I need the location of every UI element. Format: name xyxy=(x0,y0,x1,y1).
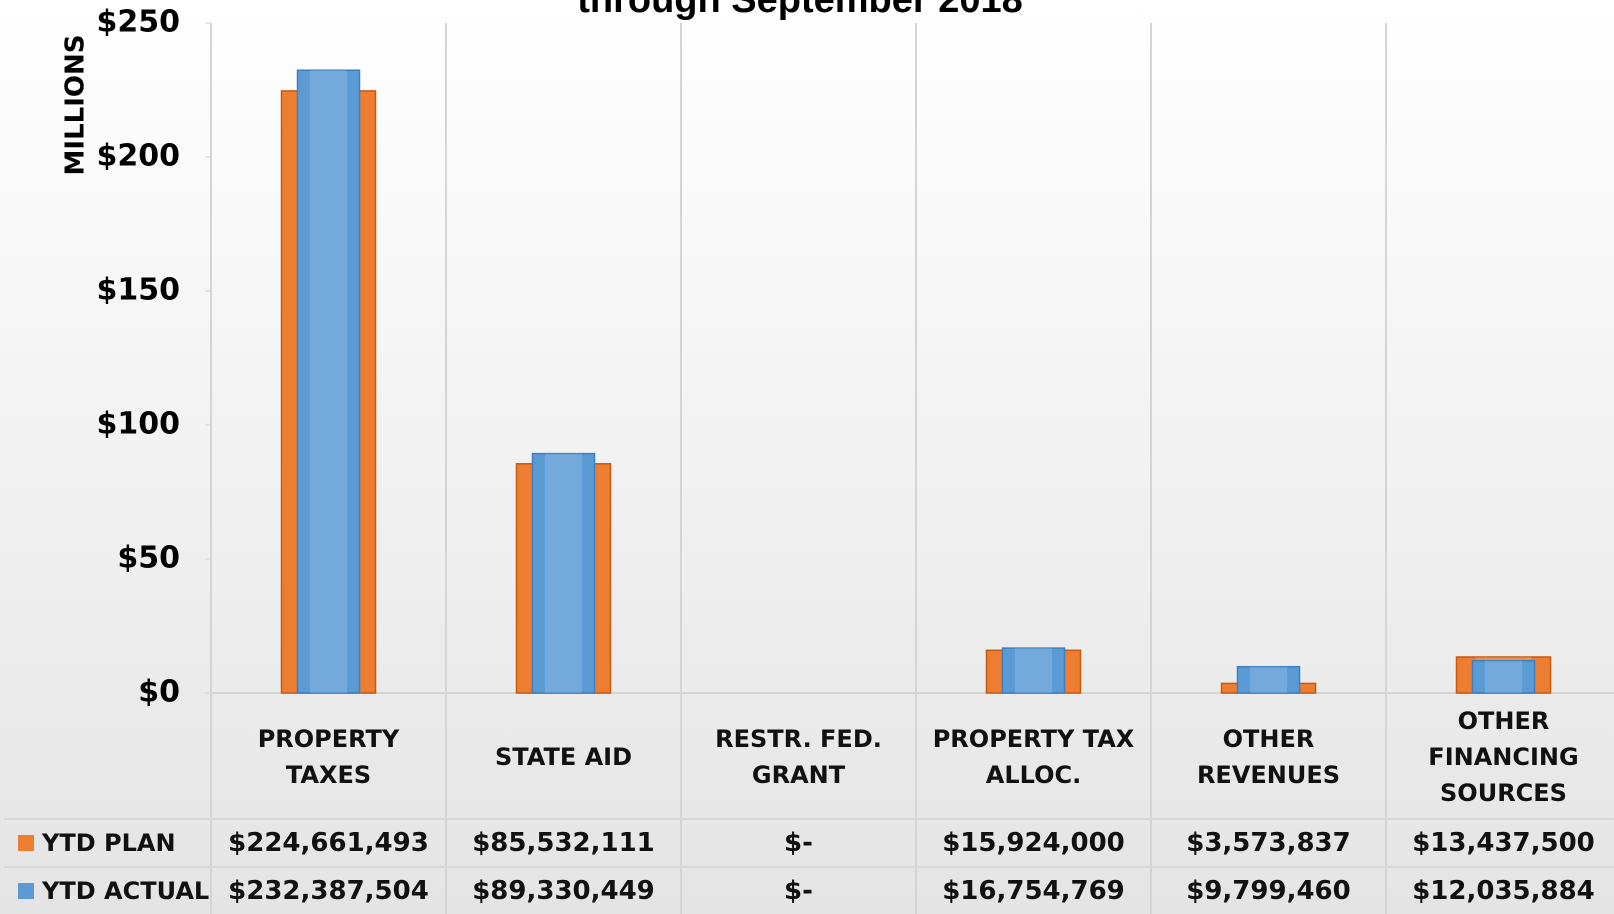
x-tick-label: STATE AID xyxy=(494,742,633,771)
x-tick-label: PROPERTY TAX ALLOC. xyxy=(932,724,1135,789)
table-value: $- xyxy=(681,866,916,914)
legend-label: YTD PLAN xyxy=(42,829,176,857)
legend-entry: YTD PLAN xyxy=(4,818,211,866)
y-tick-label: $100 xyxy=(97,407,181,442)
y-tick-label: $50 xyxy=(117,541,180,576)
table-value: $12,035,884 xyxy=(1386,866,1614,914)
table-value: $9,799,460 xyxy=(1151,866,1386,914)
y-tick-label: $0 xyxy=(138,675,180,710)
bar xyxy=(1471,659,1536,694)
bar xyxy=(1001,647,1066,694)
bar-highlight xyxy=(1249,666,1288,693)
x-tick-label: OTHER REVENUES xyxy=(1196,724,1341,789)
bar-highlight xyxy=(1484,660,1523,693)
x-tick-label: RESTR. FED. GRANT xyxy=(715,724,882,789)
y-tick-label: $200 xyxy=(97,139,181,174)
legend-entry: YTD ACTUAL xyxy=(4,866,211,914)
y-tick-label: $150 xyxy=(97,273,181,308)
legend-swatch xyxy=(18,883,34,899)
bar-highlight xyxy=(544,453,583,693)
table-value: $16,754,769 xyxy=(916,866,1151,914)
table-value: $3,573,837 xyxy=(1151,818,1386,866)
y-axis-label: MILLIONS xyxy=(61,35,91,176)
x-tick-label: OTHER FINANCING SOURCES xyxy=(1428,706,1579,807)
chart-title: through September 2018 xyxy=(577,0,1023,21)
bar-highlight xyxy=(1014,648,1053,693)
table-value: $224,661,493 xyxy=(211,818,446,866)
table-value: $89,330,449 xyxy=(446,866,681,914)
bar xyxy=(1236,665,1301,694)
bar xyxy=(531,452,596,694)
table-value: $232,387,504 xyxy=(211,866,446,914)
bar-highlight xyxy=(309,70,348,694)
table-value: $85,532,111 xyxy=(446,818,681,866)
legend-swatch xyxy=(18,835,34,851)
y-tick-label: $250 xyxy=(97,5,181,40)
table-value: $15,924,000 xyxy=(916,818,1151,866)
table-value: $13,437,500 xyxy=(1386,818,1614,866)
bar xyxy=(296,69,361,694)
table-value: $- xyxy=(681,818,916,866)
legend-label: YTD ACTUAL xyxy=(42,877,210,905)
x-tick-label: PROPERTY TAXES xyxy=(257,724,400,789)
